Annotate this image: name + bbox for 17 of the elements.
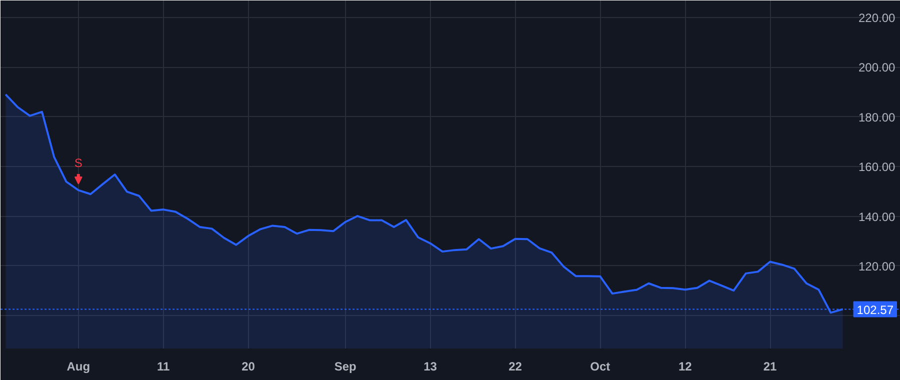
y-tick-label: 120.00 bbox=[858, 259, 896, 274]
y-tick-label: 220.00 bbox=[858, 10, 896, 25]
y-tick-label: 180.00 bbox=[858, 110, 896, 124]
x-tick-label: 11 bbox=[157, 360, 170, 374]
x-tick-label: 20 bbox=[242, 360, 256, 374]
x-tick-label: 21 bbox=[763, 360, 778, 374]
x-tick-label: Oct bbox=[590, 360, 610, 374]
x-tick-label: 22 bbox=[508, 360, 522, 374]
y-tick-label: 200.00 bbox=[858, 60, 896, 75]
x-tick-label: Aug bbox=[66, 360, 90, 374]
x-tick-label: 13 bbox=[424, 360, 438, 374]
y-tick-label: 140.00 bbox=[858, 210, 896, 224]
x-tick-label: Sep bbox=[334, 360, 356, 374]
annotation: S bbox=[74, 156, 82, 170]
x-tick-label: 12 bbox=[678, 360, 692, 374]
y-tick-label: 160.00 bbox=[858, 160, 896, 174]
ref-line-label: 102.57 bbox=[856, 302, 894, 317]
